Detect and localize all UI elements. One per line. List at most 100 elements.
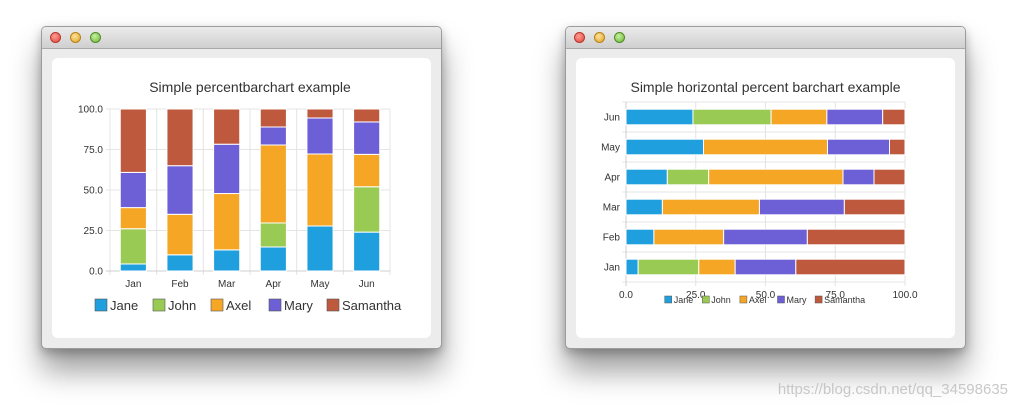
y-tick-label: Jan (604, 263, 620, 274)
bar-axel-feb (653, 228, 725, 246)
legend-swatch-jane (664, 295, 672, 304)
bar-axel-jan (698, 258, 736, 276)
y-tick-label: 0.0 (89, 267, 103, 278)
legend-label-jane: Jane (110, 298, 138, 313)
legend-swatch-axel (739, 295, 748, 304)
y-tick-label: 100.0 (78, 105, 103, 116)
legend: Jane John Axel Mary Samantha (664, 295, 865, 305)
bar-samantha-jun (353, 108, 381, 123)
x-tick-label: May (311, 279, 330, 290)
minimize-icon[interactable] (70, 32, 81, 43)
bar-john-jan (637, 258, 700, 276)
bar-axel-feb (166, 213, 194, 256)
legend-label-axel: Axel (749, 295, 767, 305)
bar-samantha-feb (806, 228, 906, 246)
legend-label-jane: Jane (674, 295, 694, 305)
bar-jane-mar (625, 198, 663, 216)
window-horizontal-chart: Simple horizontal percent barchart examp… (565, 26, 966, 349)
bar-mary-may (306, 117, 334, 155)
bar-jane-jan (625, 258, 639, 276)
bar-jane-may (625, 138, 704, 156)
bar-mary-apr (842, 168, 875, 186)
x-tick-label: Apr (266, 279, 282, 290)
legend-swatch-samantha (326, 298, 340, 312)
legend-swatch-axel (210, 298, 224, 312)
bar-mary-feb (166, 165, 194, 215)
bar-axel-apr (708, 168, 844, 186)
close-icon[interactable] (50, 32, 61, 43)
bar-jane-feb (625, 228, 655, 246)
bar-axel-apr (259, 144, 287, 224)
bar-mary-jun (353, 121, 381, 155)
maximize-icon[interactable] (614, 32, 625, 43)
y-tick-label: Jun (604, 113, 620, 124)
legend-swatch-samantha (814, 295, 823, 304)
legend-label-mary: Mary (284, 298, 313, 313)
legend-label-samantha: Samantha (824, 295, 865, 305)
x-tick-label: 100.0 (892, 290, 917, 301)
x-tick-label: 25.0 (686, 290, 706, 301)
bar-john-apr (259, 222, 287, 248)
legend-label-mary: Mary (787, 295, 807, 305)
bar-samantha-may (889, 138, 906, 156)
watermark-text: https://blog.csdn.net/qq_34598635 (777, 381, 1008, 398)
horizontal-percent-bar-chart: Simple horizontal percent barchart examp… (601, 79, 918, 305)
bar-mary-jan (119, 171, 147, 209)
bar-jane-jun (625, 108, 694, 126)
bar-samantha-feb (166, 108, 194, 167)
legend-label-john: John (711, 295, 731, 305)
bar-axel-may (306, 153, 334, 227)
bar-mary-may (827, 138, 890, 156)
bar-samantha-apr (259, 108, 287, 128)
bar-john-jun (353, 186, 381, 233)
y-tick-label: 75.0 (84, 145, 104, 156)
bar-samantha-jun (882, 108, 906, 126)
bar-samantha-may (306, 108, 334, 119)
bar-jane-may (306, 225, 334, 272)
y-tick-label: 50.0 (84, 186, 104, 197)
window-titlebar[interactable] (566, 27, 965, 49)
bar-mary-mar (758, 198, 845, 216)
legend-swatch-mary (268, 298, 282, 312)
bar-mary-mar (213, 143, 241, 195)
bar-axel-mar (661, 198, 760, 216)
bar-jane-mar (213, 249, 241, 272)
bar-axel-may (703, 138, 828, 156)
legend-label-axel: Axel (226, 298, 251, 313)
minimize-icon[interactable] (594, 32, 605, 43)
bar-axel-jun (770, 108, 828, 126)
chart-title: Simple percentbarchart example (149, 79, 351, 95)
bar-samantha-mar (843, 198, 906, 216)
legend-swatch-mary (777, 295, 785, 304)
x-tick-label: Jun (359, 279, 375, 290)
bar-john-jun (692, 108, 772, 126)
close-icon[interactable] (574, 32, 585, 43)
bar-axel-jun (353, 153, 381, 188)
legend-swatch-john (702, 295, 710, 304)
bar-jane-jan (119, 263, 147, 272)
x-tick-label: Feb (171, 279, 189, 290)
legend-swatch-john (152, 298, 166, 312)
bar-mary-jun (826, 108, 884, 126)
legend-swatch-jane (94, 298, 108, 312)
bar-jane-apr (625, 168, 668, 186)
x-tick-label: 75.0 (826, 290, 846, 301)
bar-mary-apr (259, 126, 287, 146)
x-tick-label: Mar (218, 279, 236, 290)
bar-mary-jan (734, 258, 797, 276)
bar-samantha-apr (873, 168, 906, 186)
x-tick-label: Jan (125, 279, 141, 290)
bar-john-jan (119, 228, 147, 265)
window-vertical-chart: Simple percentbarchart example 0.0 25.0 50.… (41, 26, 442, 349)
chart-panel: Simple percentbarchart example 0.0 25.0 50.… (52, 58, 431, 338)
y-tick-label: May (601, 143, 620, 154)
x-tick-label: 50.0 (756, 290, 776, 301)
y-tick-label: Mar (603, 203, 621, 214)
bar-mary-feb (723, 228, 808, 246)
bar-samantha-jan (795, 258, 906, 276)
bar-samantha-jan (119, 108, 147, 173)
chart-title: Simple horizontal percent barchart examp… (630, 79, 900, 95)
window-titlebar[interactable] (42, 27, 441, 49)
maximize-icon[interactable] (90, 32, 101, 43)
bar-jane-jun (353, 231, 381, 272)
